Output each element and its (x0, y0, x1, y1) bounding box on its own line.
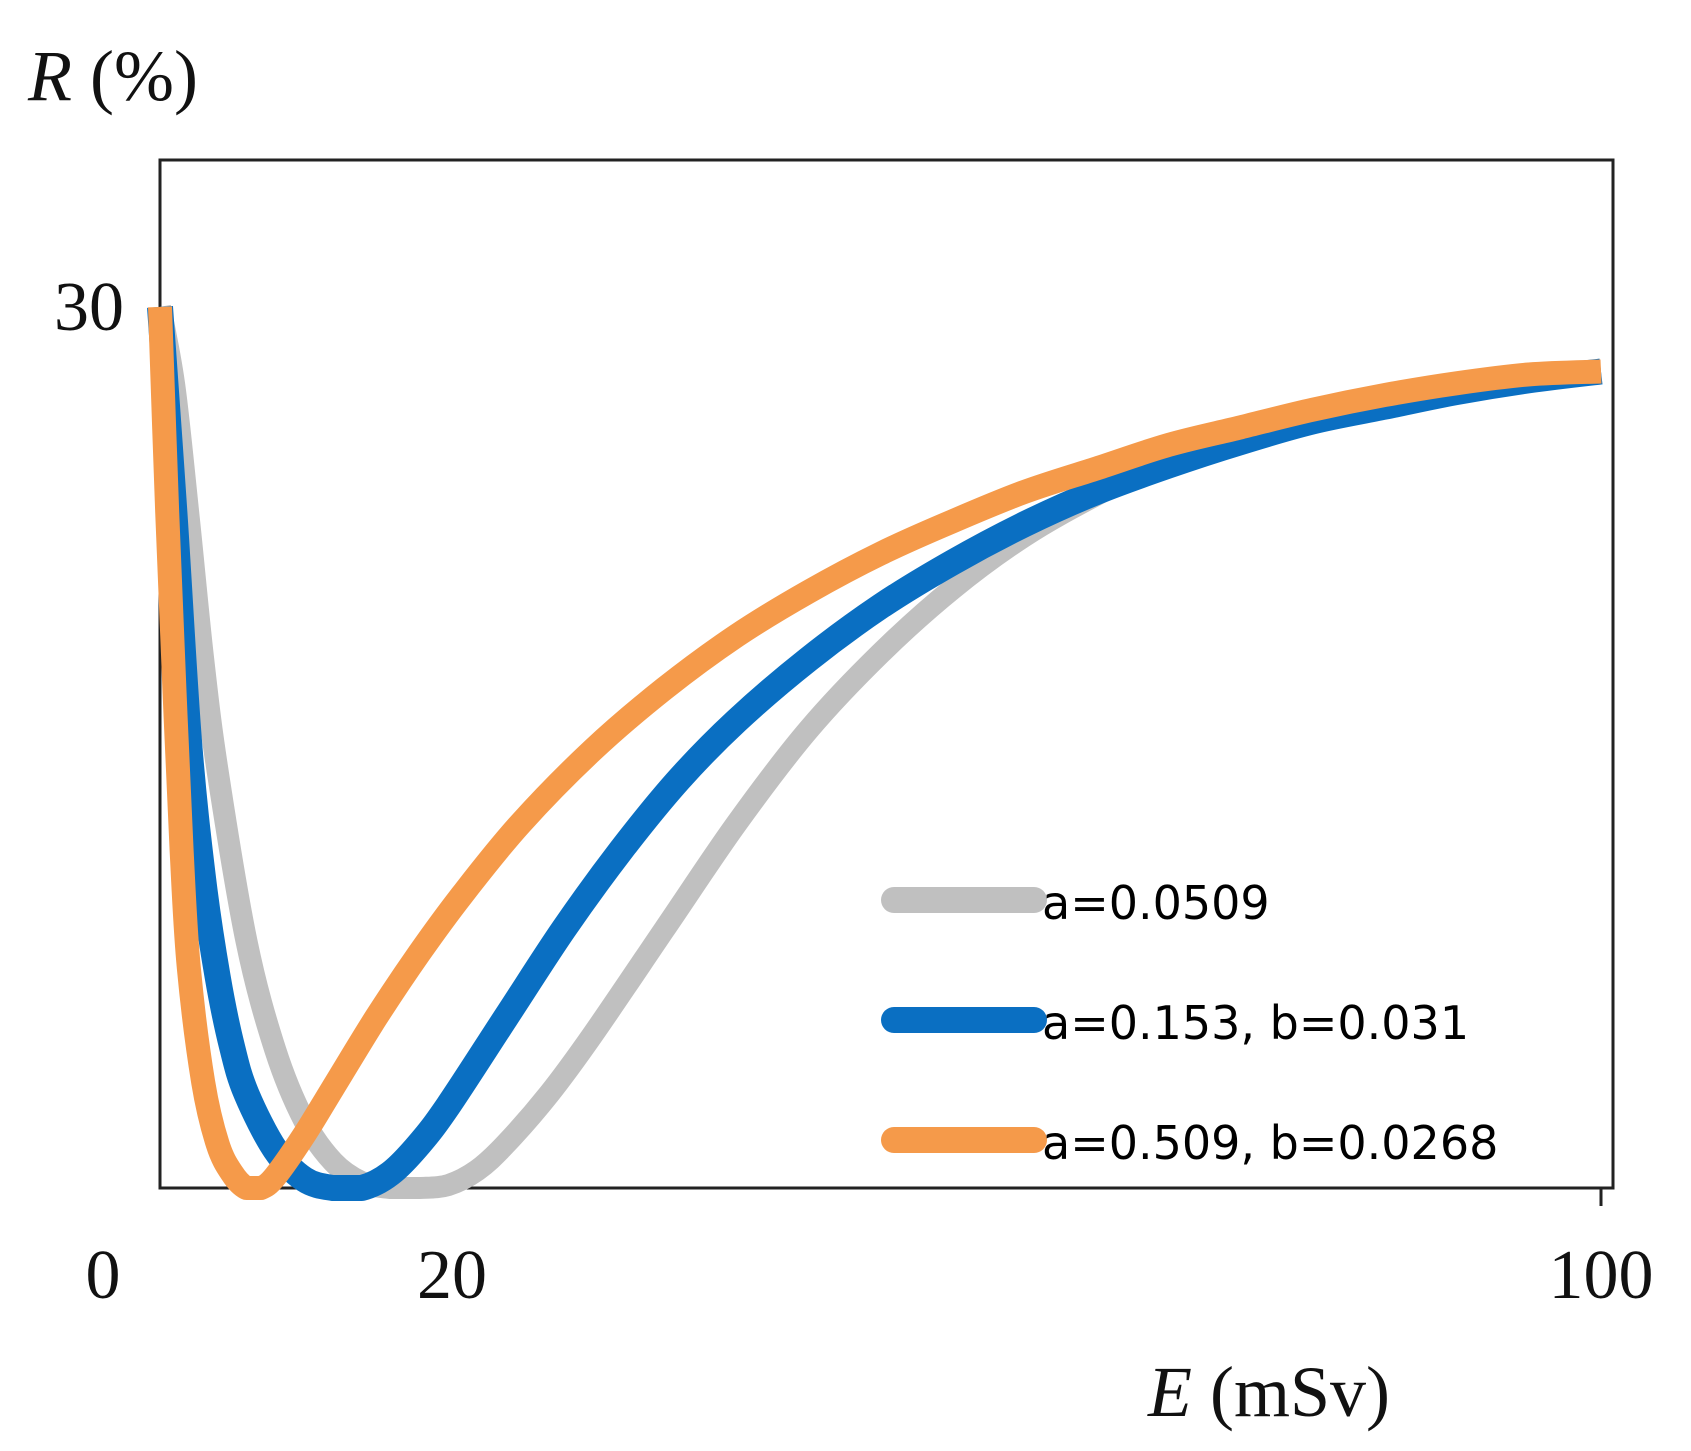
legend-label-a-0153: a=0.153, b=0.031 (1042, 996, 1469, 1050)
series-line-a-0509-b (148, 306, 1602, 1200)
series-layer (147, 304, 1603, 1201)
x-axis-variable: E (1147, 1352, 1192, 1432)
legend: a=0.0509 a=0.153, b=0.031 a=0.509, b=0.0… (881, 876, 1498, 1170)
x-tick-label-20: 20 (417, 1237, 487, 1314)
y-tick-label-30: 30 (54, 269, 124, 346)
y-axis-unit: (%) (72, 36, 198, 116)
y-axis-variable: R (27, 36, 72, 116)
x-axis-unit: (mSv) (1192, 1352, 1390, 1432)
x-tick-label-0: 0 (86, 1237, 121, 1314)
legend-label-a-0509-b: a=0.509, b=0.0268 (1042, 1116, 1498, 1170)
y-axis-label: R (%) (27, 36, 198, 116)
x-tick-label-100: 100 (1549, 1237, 1654, 1314)
legend-label-a-0509: a=0.0509 (1042, 876, 1270, 930)
x-axis-label: E (mSv) (1147, 1352, 1390, 1432)
series-line-a-0153 (147, 305, 1603, 1201)
